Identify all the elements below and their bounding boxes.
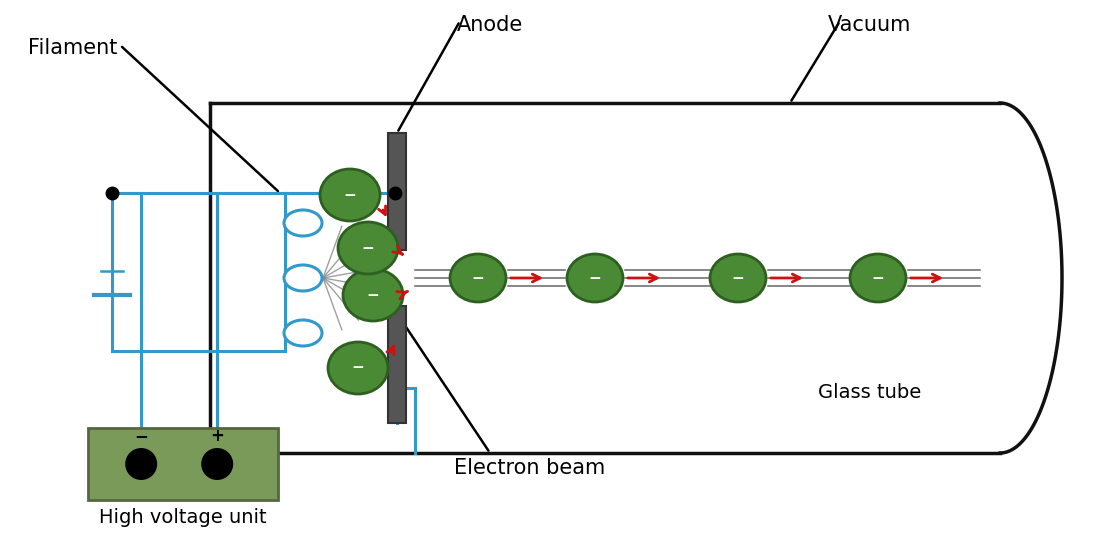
Bar: [388, 133, 406, 250]
Text: −: −: [732, 270, 744, 286]
Ellipse shape: [710, 254, 766, 302]
Ellipse shape: [850, 254, 906, 302]
Text: Vacuum: Vacuum: [829, 15, 911, 35]
Ellipse shape: [284, 210, 322, 236]
Ellipse shape: [320, 169, 380, 221]
Text: −: −: [134, 427, 148, 445]
Ellipse shape: [126, 448, 158, 480]
Text: +: +: [210, 427, 224, 445]
Text: −: −: [367, 287, 379, 302]
Text: Glass tube: Glass tube: [819, 383, 921, 402]
Ellipse shape: [284, 265, 322, 291]
Ellipse shape: [338, 222, 398, 274]
Polygon shape: [210, 103, 1062, 453]
Text: High voltage unit: High voltage unit: [99, 508, 267, 527]
Text: Filament: Filament: [28, 38, 118, 58]
Ellipse shape: [343, 269, 403, 321]
Text: −: −: [361, 241, 375, 256]
Bar: [388, 306, 406, 423]
Bar: [88, 428, 278, 500]
Text: Anode: Anode: [457, 15, 523, 35]
Text: Electron beam: Electron beam: [454, 458, 606, 478]
Text: −: −: [872, 270, 885, 286]
Ellipse shape: [284, 320, 322, 346]
Ellipse shape: [450, 254, 506, 302]
Ellipse shape: [328, 342, 388, 394]
Text: −: −: [472, 270, 485, 286]
Text: −: −: [588, 270, 602, 286]
Ellipse shape: [202, 448, 234, 480]
Ellipse shape: [568, 254, 623, 302]
Text: −: −: [344, 187, 356, 203]
Text: −: −: [352, 361, 365, 376]
